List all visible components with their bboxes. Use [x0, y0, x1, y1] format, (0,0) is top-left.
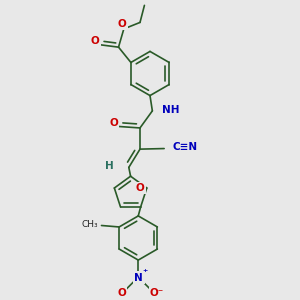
Text: O: O: [91, 36, 99, 46]
Text: C≡N: C≡N: [172, 142, 197, 152]
Text: CH₃: CH₃: [82, 220, 99, 229]
Text: O: O: [136, 183, 145, 193]
Text: O: O: [109, 118, 118, 128]
Text: H: H: [105, 160, 114, 171]
Text: N: N: [134, 273, 143, 283]
Text: O⁻: O⁻: [150, 288, 164, 298]
Text: O: O: [118, 19, 127, 28]
Text: NH: NH: [162, 105, 179, 115]
Text: O: O: [117, 288, 126, 298]
Text: +: +: [142, 268, 147, 273]
